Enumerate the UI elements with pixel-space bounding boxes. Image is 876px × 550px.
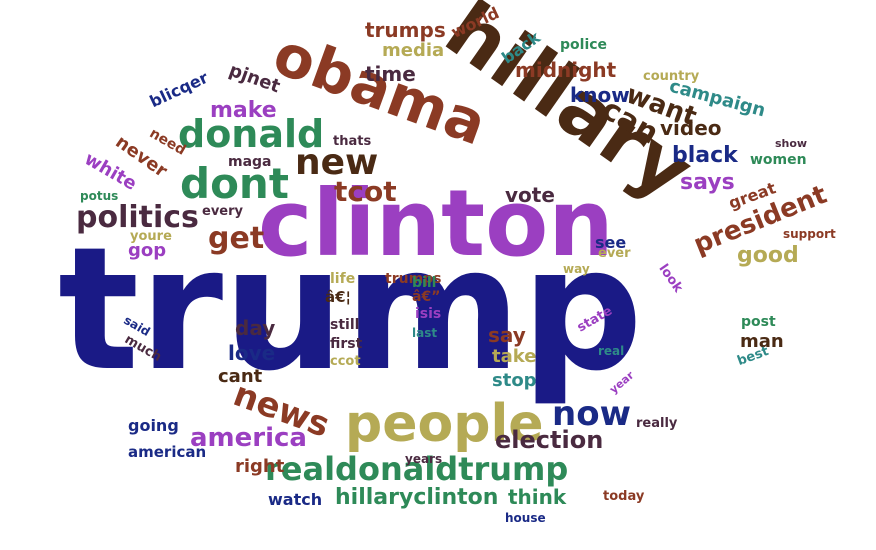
word-trump: trump — [58, 211, 643, 409]
word-trumps: trumps — [385, 271, 442, 287]
word-today: today — [603, 489, 645, 504]
word-sym67: â€¦ — [325, 288, 352, 306]
word-know: know — [570, 83, 630, 107]
word-good: good — [737, 243, 799, 268]
word-say: say — [488, 323, 526, 347]
word-ever: ever — [598, 246, 631, 261]
word-first: first — [330, 336, 363, 352]
word-gop: gop — [128, 240, 167, 261]
word-realdonaldtrump: realdonaldtrump — [265, 450, 569, 488]
word-clinton: clinton — [258, 170, 614, 277]
word-get: get — [208, 221, 265, 256]
word-politics: politics — [76, 200, 199, 235]
word-maga: maga — [228, 154, 272, 170]
word-isis: isis — [415, 306, 442, 322]
word-youre: youre — [130, 229, 172, 244]
word-ccot: ccot — [330, 354, 361, 369]
word-hillaryclinton: hillaryclinton — [335, 485, 499, 510]
word-still: still — [330, 317, 360, 333]
word-trumps: trumps — [365, 18, 446, 42]
word-going: going — [128, 416, 179, 435]
word-america: america — [190, 423, 307, 453]
word-says: says — [680, 170, 735, 195]
word-way: way — [563, 262, 590, 276]
word-new: new — [295, 142, 379, 183]
word-love: love — [228, 341, 276, 365]
word-midnight: midnight — [515, 58, 617, 82]
word-time: time — [365, 62, 416, 86]
word-years: years — [405, 452, 443, 466]
word-last: last — [412, 326, 438, 340]
word-american: american — [128, 443, 207, 461]
word-vote: vote — [505, 183, 555, 207]
word-really: really — [636, 416, 678, 431]
word-blicqer: blicqer — [146, 67, 212, 112]
word-women: women — [750, 152, 807, 168]
word-watch: watch — [268, 490, 323, 509]
word-election: election — [495, 426, 604, 454]
word-support: support — [783, 227, 836, 241]
word-police: police — [560, 37, 608, 53]
word-people: people — [345, 394, 544, 454]
word-man: man — [740, 331, 784, 352]
word-make: make — [210, 98, 277, 123]
word-show: show — [775, 137, 808, 150]
word-look: look — [655, 261, 686, 296]
word-cant: cant — [218, 366, 263, 387]
word-right: right — [235, 456, 285, 477]
word-take: take — [492, 346, 537, 367]
word-stop: stop — [492, 370, 537, 391]
word-think: think — [508, 485, 567, 509]
word-post: post — [741, 314, 776, 330]
word-day: day — [235, 316, 276, 340]
word-tcot: tcot — [334, 175, 397, 208]
word-media: media — [382, 40, 445, 61]
word-donald: donald — [178, 112, 325, 156]
word-sym68: â€” — [412, 289, 441, 305]
word-video: video — [660, 116, 722, 140]
word-real: real — [598, 344, 625, 358]
word-house: house — [505, 511, 546, 525]
word-every: every — [202, 204, 243, 219]
word-country: country — [643, 69, 700, 84]
word-potus: potus — [80, 189, 119, 203]
word-bill: bill — [412, 275, 437, 291]
word-thats: thats — [333, 134, 372, 149]
word-see: see — [595, 233, 627, 252]
word-life: life — [330, 271, 356, 287]
word-dont: dont — [180, 159, 289, 208]
word-black: black — [672, 143, 738, 168]
word-now: now — [552, 394, 631, 434]
